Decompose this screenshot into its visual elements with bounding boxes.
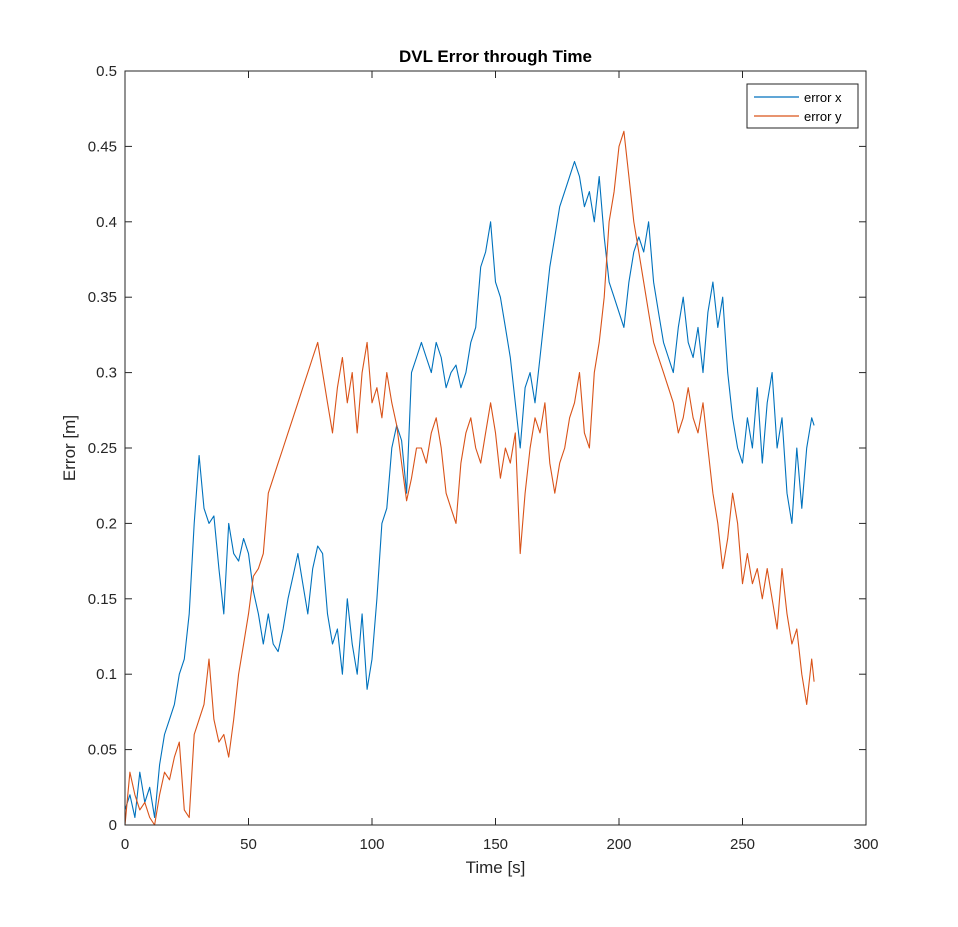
x-tick-label: 200 bbox=[606, 836, 631, 853]
legend-entry-label: error x bbox=[804, 90, 842, 105]
series-line-error-x bbox=[124, 160, 815, 819]
legend-box bbox=[746, 83, 859, 129]
series-group bbox=[124, 130, 815, 826]
plot-area bbox=[125, 71, 866, 825]
y-tick-label: 0.15 bbox=[88, 591, 117, 608]
legend-entry-label: error y bbox=[804, 109, 842, 124]
x-tick-label: 100 bbox=[359, 836, 384, 853]
x-tick-label: 0 bbox=[121, 836, 129, 853]
y-tick-label: 0.1 bbox=[96, 666, 117, 683]
y-axis-label: Error [m] bbox=[60, 415, 79, 481]
y-tick-label: 0.5 bbox=[96, 63, 117, 80]
x-axis: 0 50 100 150 200 250 300 bbox=[121, 71, 879, 853]
x-axis-label: Time [s] bbox=[466, 858, 526, 877]
x-tick-label: 300 bbox=[853, 836, 878, 853]
y-tick-label: 0.05 bbox=[88, 742, 117, 759]
x-tick-label: 250 bbox=[730, 836, 755, 853]
y-axis: 0 0.05 0.1 0.15 0.2 0.25 0.3 0.35 0.4 0.45 0.5 bbox=[88, 63, 866, 834]
x-tick-label: 150 bbox=[483, 836, 508, 853]
y-tick-label: 0.45 bbox=[88, 138, 117, 155]
y-tick-label: 0.3 bbox=[96, 365, 117, 382]
y-tick-label: 0.4 bbox=[96, 214, 117, 231]
chart-title: DVL Error through Time bbox=[399, 47, 592, 66]
y-tick-label: 0.25 bbox=[88, 440, 117, 457]
legend: error x error y bbox=[746, 83, 859, 129]
y-tick-label: 0.2 bbox=[96, 515, 117, 532]
series-line-error-y bbox=[124, 130, 815, 826]
y-tick-label: 0 bbox=[109, 817, 117, 834]
y-tick-label: 0.35 bbox=[88, 289, 117, 306]
x-tick-label: 50 bbox=[240, 836, 257, 853]
